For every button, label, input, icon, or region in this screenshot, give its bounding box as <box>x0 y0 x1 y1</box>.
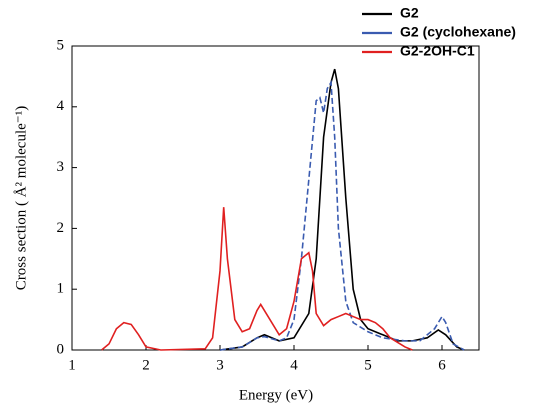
plot-frame <box>71 45 480 351</box>
series-line <box>219 79 465 351</box>
legend-label: G2-2OH-C1 <box>400 43 475 59</box>
y-tick-label: 4 <box>57 98 65 114</box>
y-axis-label: Cross section ( Å² molecule⁻¹) <box>13 106 29 290</box>
x-axis-label: Energy (eV) <box>239 387 313 403</box>
legend-label: G2 <box>400 5 419 21</box>
y-tick-label: 3 <box>57 159 65 175</box>
y-tick-label: 2 <box>57 220 65 236</box>
y-tick-label: 5 <box>57 37 65 53</box>
y-tick-label: 1 <box>57 281 65 297</box>
y-tick-label: 0 <box>57 341 65 357</box>
x-tick-label: 5 <box>364 357 372 373</box>
x-tick-label: 4 <box>290 357 298 373</box>
x-tick-label: 2 <box>142 357 150 373</box>
x-tick-label: 6 <box>438 357 446 373</box>
legend-label: G2 (cyclohexane) <box>400 24 516 40</box>
x-tick-label: 1 <box>68 357 76 373</box>
series-line <box>101 207 413 351</box>
series-line <box>219 68 465 351</box>
x-tick-label: 3 <box>216 357 224 373</box>
